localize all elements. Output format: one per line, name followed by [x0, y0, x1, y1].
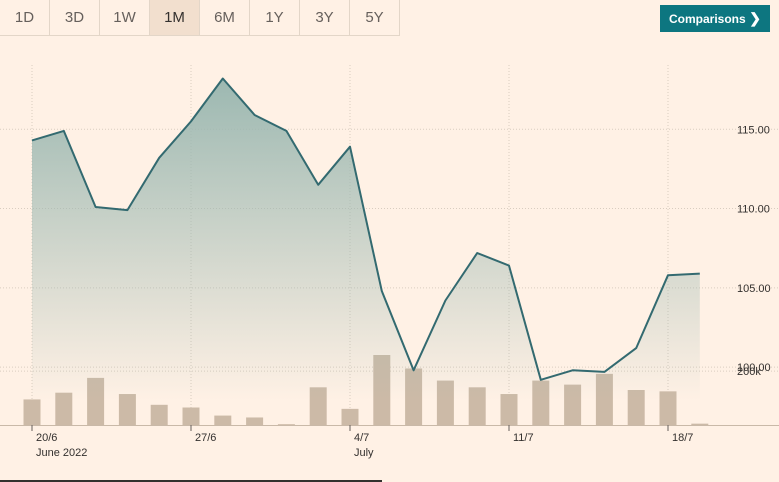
- tab-1w[interactable]: 1W: [100, 0, 150, 36]
- tab-5y[interactable]: 5Y: [350, 0, 400, 36]
- volume-bar: [23, 399, 41, 425]
- x-tick-label: 27/6: [195, 432, 216, 444]
- volume-bar: [182, 407, 200, 425]
- volume-bar: [500, 394, 518, 425]
- y-tick-label: 100.00: [737, 362, 771, 374]
- bottom-rule: [0, 480, 382, 482]
- volume-bar: [118, 394, 136, 425]
- volume-tick-label: 200k: [737, 366, 761, 378]
- x-tick-sublabel: June 2022: [36, 447, 87, 459]
- x-tick-label: 4/7: [354, 432, 369, 444]
- x-tick-label: 20/6: [36, 432, 57, 444]
- volume-bar: [341, 408, 359, 425]
- y-tick-label: 115.00: [737, 124, 770, 136]
- range-tabs: 1D 3D 1W 1M 6M 1Y 3Y 5Y: [0, 0, 400, 36]
- y-tick-label: 110.00: [737, 204, 770, 216]
- x-tick-label: 18/7: [672, 432, 693, 444]
- volume-bar: [214, 415, 232, 425]
- price-line: [31, 77, 700, 381]
- tab-3y[interactable]: 3Y: [300, 0, 350, 36]
- volume-bar: [691, 423, 709, 425]
- x-tick-sublabel: July: [354, 447, 374, 459]
- volume-bar: [150, 404, 168, 425]
- tab-1m[interactable]: 1M: [150, 0, 200, 36]
- price-area: [32, 78, 700, 401]
- comparisons-label: Comparisons: [669, 11, 746, 26]
- tab-1d[interactable]: 1D: [0, 0, 50, 36]
- tab-6m[interactable]: 6M: [200, 0, 250, 36]
- volume-bar: [246, 417, 264, 425]
- x-tick-label: 11/7: [513, 432, 534, 444]
- volume-bar: [277, 424, 295, 425]
- tab-1y[interactable]: 1Y: [250, 0, 300, 36]
- comparisons-button[interactable]: Comparisons ❯: [660, 5, 770, 32]
- chevron-right-icon: ❯: [749, 10, 761, 26]
- y-tick-label: 105.00: [737, 283, 771, 295]
- tab-3d[interactable]: 3D: [50, 0, 100, 36]
